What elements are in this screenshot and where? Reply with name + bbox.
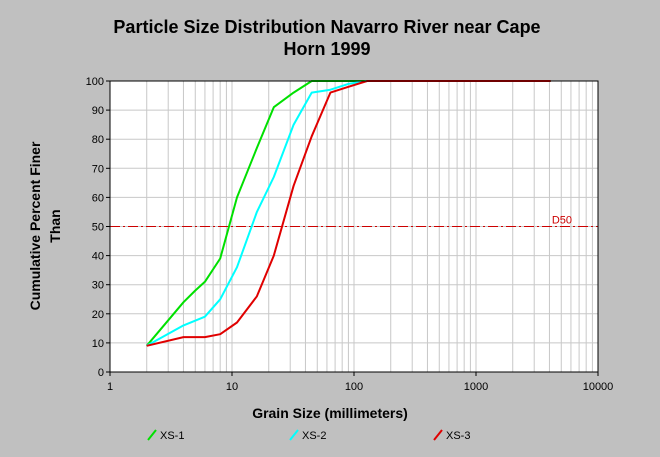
x-axis-label: Grain Size (millimeters) bbox=[252, 405, 408, 421]
x-tick-label: 1 bbox=[107, 381, 113, 393]
d50-label: D50 bbox=[552, 215, 572, 227]
y-tick-label: 80 bbox=[92, 134, 104, 146]
y-axis-label-line-1: Cumulative Percent Finer bbox=[27, 141, 43, 310]
y-tick-label: 60 bbox=[92, 192, 104, 204]
x-axis-ticks: 1 10 100 1000 10000 bbox=[107, 372, 613, 393]
y-axis-ticks: 0 10 20 30 40 50 60 70 80 90 100 bbox=[86, 76, 110, 379]
legend-item-xs-3: XS-3 bbox=[433, 429, 470, 442]
legend-swatch bbox=[147, 429, 157, 441]
legend-swatch bbox=[289, 429, 299, 441]
series-line-xs-2 bbox=[146, 80, 551, 347]
series-line-xs-3 bbox=[146, 80, 551, 347]
y-tick-label: 20 bbox=[92, 309, 104, 321]
legend-label: XS-1 bbox=[160, 430, 184, 442]
legend-item-xs-2: XS-2 bbox=[289, 429, 326, 442]
y-axis-label: Cumulative Percent Finer Than bbox=[27, 141, 63, 310]
y-tick-label: 0 bbox=[98, 367, 104, 379]
y-tick-label: 50 bbox=[92, 222, 104, 234]
x-tick-label: 10000 bbox=[583, 381, 614, 393]
legend: XS-1 XS-2 XS-3 bbox=[147, 429, 470, 442]
y-axis-label-line-2: Than bbox=[47, 209, 63, 242]
y-tick-label: 70 bbox=[92, 163, 104, 175]
y-tick-label: 10 bbox=[92, 338, 104, 350]
y-tick-label: 90 bbox=[92, 105, 104, 117]
legend-label: XS-3 bbox=[446, 430, 470, 442]
d50-reference-line: D50 bbox=[110, 215, 598, 227]
x-tick-label: 10 bbox=[226, 381, 238, 393]
chart-title: Particle Size Distribution Navarro River… bbox=[113, 17, 540, 59]
legend-item-xs-1: XS-1 bbox=[147, 429, 184, 442]
y-tick-label: 30 bbox=[92, 280, 104, 292]
x-tick-label: 1000 bbox=[464, 381, 488, 393]
chart-title-line-1: Particle Size Distribution Navarro River… bbox=[113, 17, 540, 37]
legend-swatch bbox=[433, 429, 443, 441]
y-tick-label: 100 bbox=[86, 76, 104, 88]
x-tick-label: 100 bbox=[345, 381, 363, 393]
y-tick-label: 40 bbox=[92, 251, 104, 263]
legend-label: XS-2 bbox=[302, 430, 326, 442]
chart-title-line-2: Horn 1999 bbox=[283, 39, 370, 59]
